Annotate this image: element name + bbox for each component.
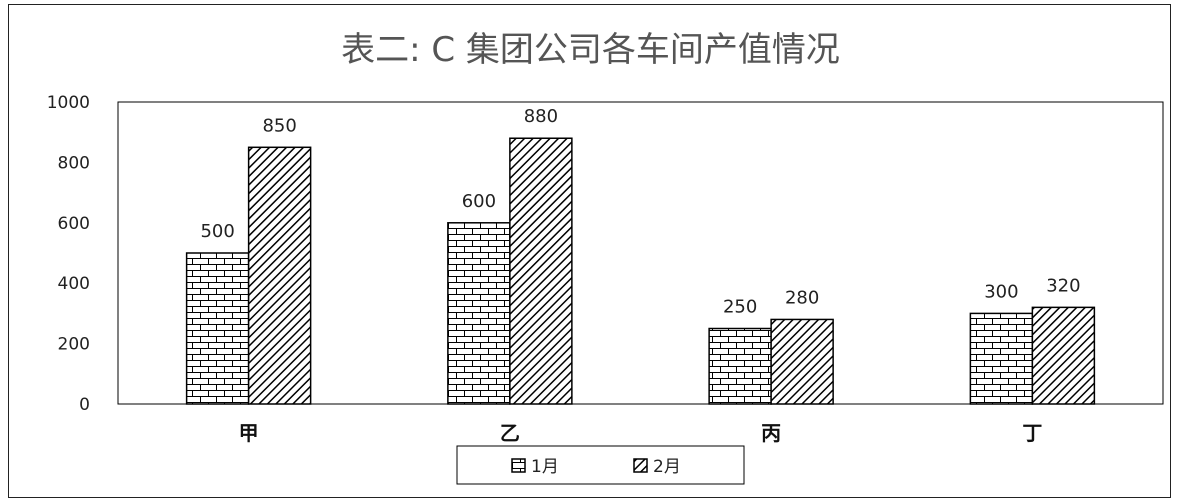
y-tick-label: 400 [58, 274, 90, 294]
data-label: 880 [524, 106, 558, 127]
legend-label: 2月 [653, 457, 681, 477]
legend-swatch [511, 458, 526, 473]
bar [1031, 306, 1096, 405]
x-tick-label: 乙 [500, 421, 520, 445]
y-tick-label: 600 [58, 214, 90, 234]
data-label: 500 [200, 221, 234, 242]
y-tick-label: 0 [79, 395, 90, 415]
plot-border [117, 101, 1164, 405]
bar [969, 312, 1034, 405]
y-tick-label: 200 [58, 335, 90, 355]
bar [509, 137, 573, 405]
bar [447, 222, 511, 405]
bar [185, 252, 250, 405]
x-tick-label: 丁 [1022, 421, 1042, 445]
legend-label: 1月 [531, 457, 559, 477]
data-label: 280 [785, 287, 819, 308]
chart-frame [8, 4, 1171, 498]
data-label: 320 [1046, 275, 1080, 296]
x-tick-label: 丙 [761, 421, 781, 445]
legend-swatch [633, 458, 648, 473]
data-label: 850 [262, 115, 296, 136]
data-label: 300 [984, 281, 1018, 302]
bar [770, 318, 834, 405]
data-label: 600 [462, 191, 496, 212]
y-tick-label: 800 [58, 153, 90, 173]
bar [708, 327, 772, 405]
y-tick-label: 1000 [47, 93, 90, 113]
x-tick-label: 甲 [239, 421, 259, 445]
plot-area: 0 200 400 600 800 1000 500 850 甲 600 880 乙 250 280 丙 30… [47, 93, 1164, 485]
data-label: 250 [723, 297, 757, 318]
chart-title: 表二: C 集团公司各车间产值情况 [341, 30, 840, 70]
bar [247, 146, 312, 405]
legend-box [456, 445, 745, 485]
